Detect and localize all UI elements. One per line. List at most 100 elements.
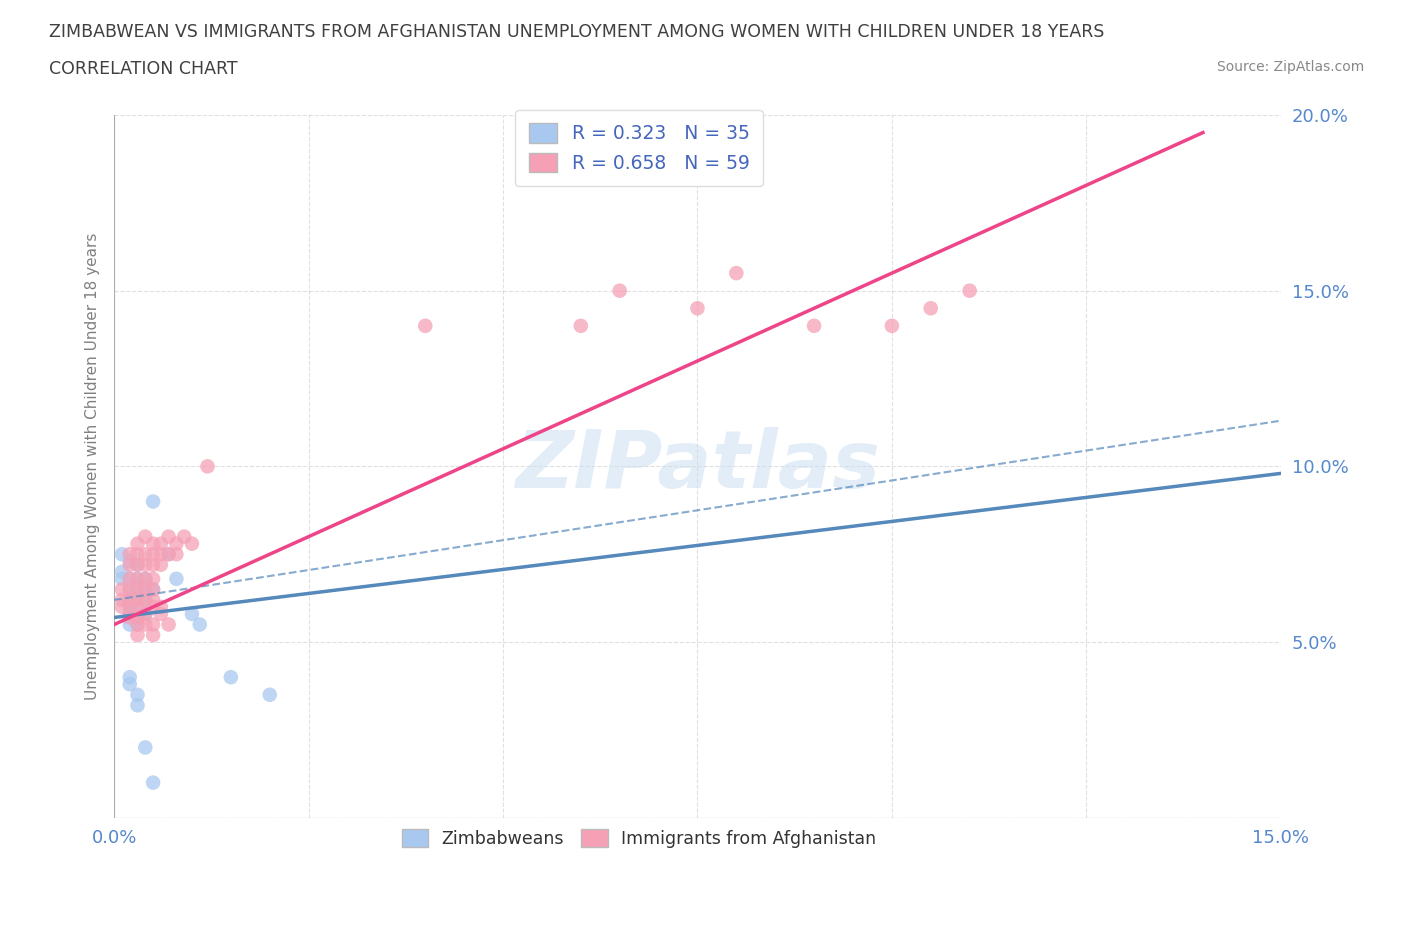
Point	[111, 571, 134, 586]
Text: ZIPatlas: ZIPatlas	[515, 428, 880, 505]
Point	[127, 592, 149, 607]
Point	[134, 592, 156, 607]
Point	[127, 698, 149, 712]
Point	[118, 553, 141, 568]
Point	[118, 571, 141, 586]
Point	[142, 537, 165, 551]
Point	[111, 592, 134, 607]
Point	[118, 670, 141, 684]
Point	[127, 592, 149, 607]
Point	[803, 318, 825, 333]
Point	[127, 537, 149, 551]
Point	[127, 582, 149, 597]
Point	[118, 610, 141, 625]
Point	[127, 582, 149, 597]
Point	[134, 547, 156, 562]
Point	[181, 537, 204, 551]
Point	[197, 458, 219, 473]
Point	[118, 557, 141, 572]
Point	[157, 547, 180, 562]
Point	[127, 600, 149, 615]
Point	[134, 529, 156, 544]
Point	[142, 571, 165, 586]
Point	[157, 529, 180, 544]
Point	[142, 600, 165, 615]
Point	[118, 677, 141, 692]
Point	[413, 318, 436, 333]
Point	[134, 606, 156, 621]
Text: Source: ZipAtlas.com: Source: ZipAtlas.com	[1216, 60, 1364, 74]
Point	[118, 592, 141, 607]
Point	[127, 610, 149, 625]
Point	[157, 618, 180, 632]
Point	[142, 776, 165, 790]
Point	[219, 670, 242, 684]
Point	[118, 547, 141, 562]
Point	[127, 557, 149, 572]
Point	[142, 592, 165, 607]
Y-axis label: Unemployment Among Women with Children Under 18 years: Unemployment Among Women with Children U…	[86, 232, 100, 700]
Point	[111, 582, 134, 597]
Point	[142, 557, 165, 572]
Point	[111, 565, 134, 579]
Point	[181, 606, 204, 621]
Point	[111, 600, 134, 615]
Point	[149, 537, 172, 551]
Point	[134, 557, 156, 572]
Point	[165, 537, 187, 551]
Point	[111, 547, 134, 562]
Point	[134, 582, 156, 597]
Point	[149, 547, 172, 562]
Point	[127, 610, 149, 625]
Point	[118, 571, 141, 586]
Point	[127, 571, 149, 586]
Text: CORRELATION CHART: CORRELATION CHART	[49, 60, 238, 78]
Point	[118, 600, 141, 615]
Point	[134, 582, 156, 597]
Point	[134, 592, 156, 607]
Point	[118, 592, 141, 607]
Point	[134, 606, 156, 621]
Point	[880, 318, 903, 333]
Point	[127, 618, 149, 632]
Point	[134, 740, 156, 755]
Point	[127, 687, 149, 702]
Point	[259, 687, 281, 702]
Text: ZIMBABWEAN VS IMMIGRANTS FROM AFGHANISTAN UNEMPLOYMENT AMONG WOMEN WITH CHILDREN: ZIMBABWEAN VS IMMIGRANTS FROM AFGHANISTA…	[49, 23, 1105, 41]
Point	[142, 628, 165, 643]
Point	[149, 606, 172, 621]
Point	[142, 618, 165, 632]
Point	[142, 547, 165, 562]
Point	[609, 284, 631, 299]
Point	[127, 557, 149, 572]
Point	[142, 494, 165, 509]
Point	[725, 266, 748, 281]
Point	[188, 618, 211, 632]
Point	[118, 606, 141, 621]
Point	[118, 582, 141, 597]
Point	[920, 300, 942, 315]
Point	[142, 582, 165, 597]
Point	[118, 600, 141, 615]
Point	[127, 628, 149, 643]
Point	[118, 582, 141, 597]
Point	[686, 300, 709, 315]
Point	[118, 618, 141, 632]
Point	[157, 547, 180, 562]
Point	[134, 571, 156, 586]
Point	[173, 529, 195, 544]
Point	[959, 284, 981, 299]
Point	[127, 618, 149, 632]
Point	[569, 318, 592, 333]
Legend: Zimbabweans, Immigrants from Afghanistan: Zimbabweans, Immigrants from Afghanistan	[391, 818, 887, 858]
Point	[127, 571, 149, 586]
Point	[165, 547, 187, 562]
Point	[127, 600, 149, 615]
Point	[149, 600, 172, 615]
Point	[165, 571, 187, 586]
Point	[142, 582, 165, 597]
Point	[127, 547, 149, 562]
Point	[134, 571, 156, 586]
Point	[134, 618, 156, 632]
Point	[149, 557, 172, 572]
